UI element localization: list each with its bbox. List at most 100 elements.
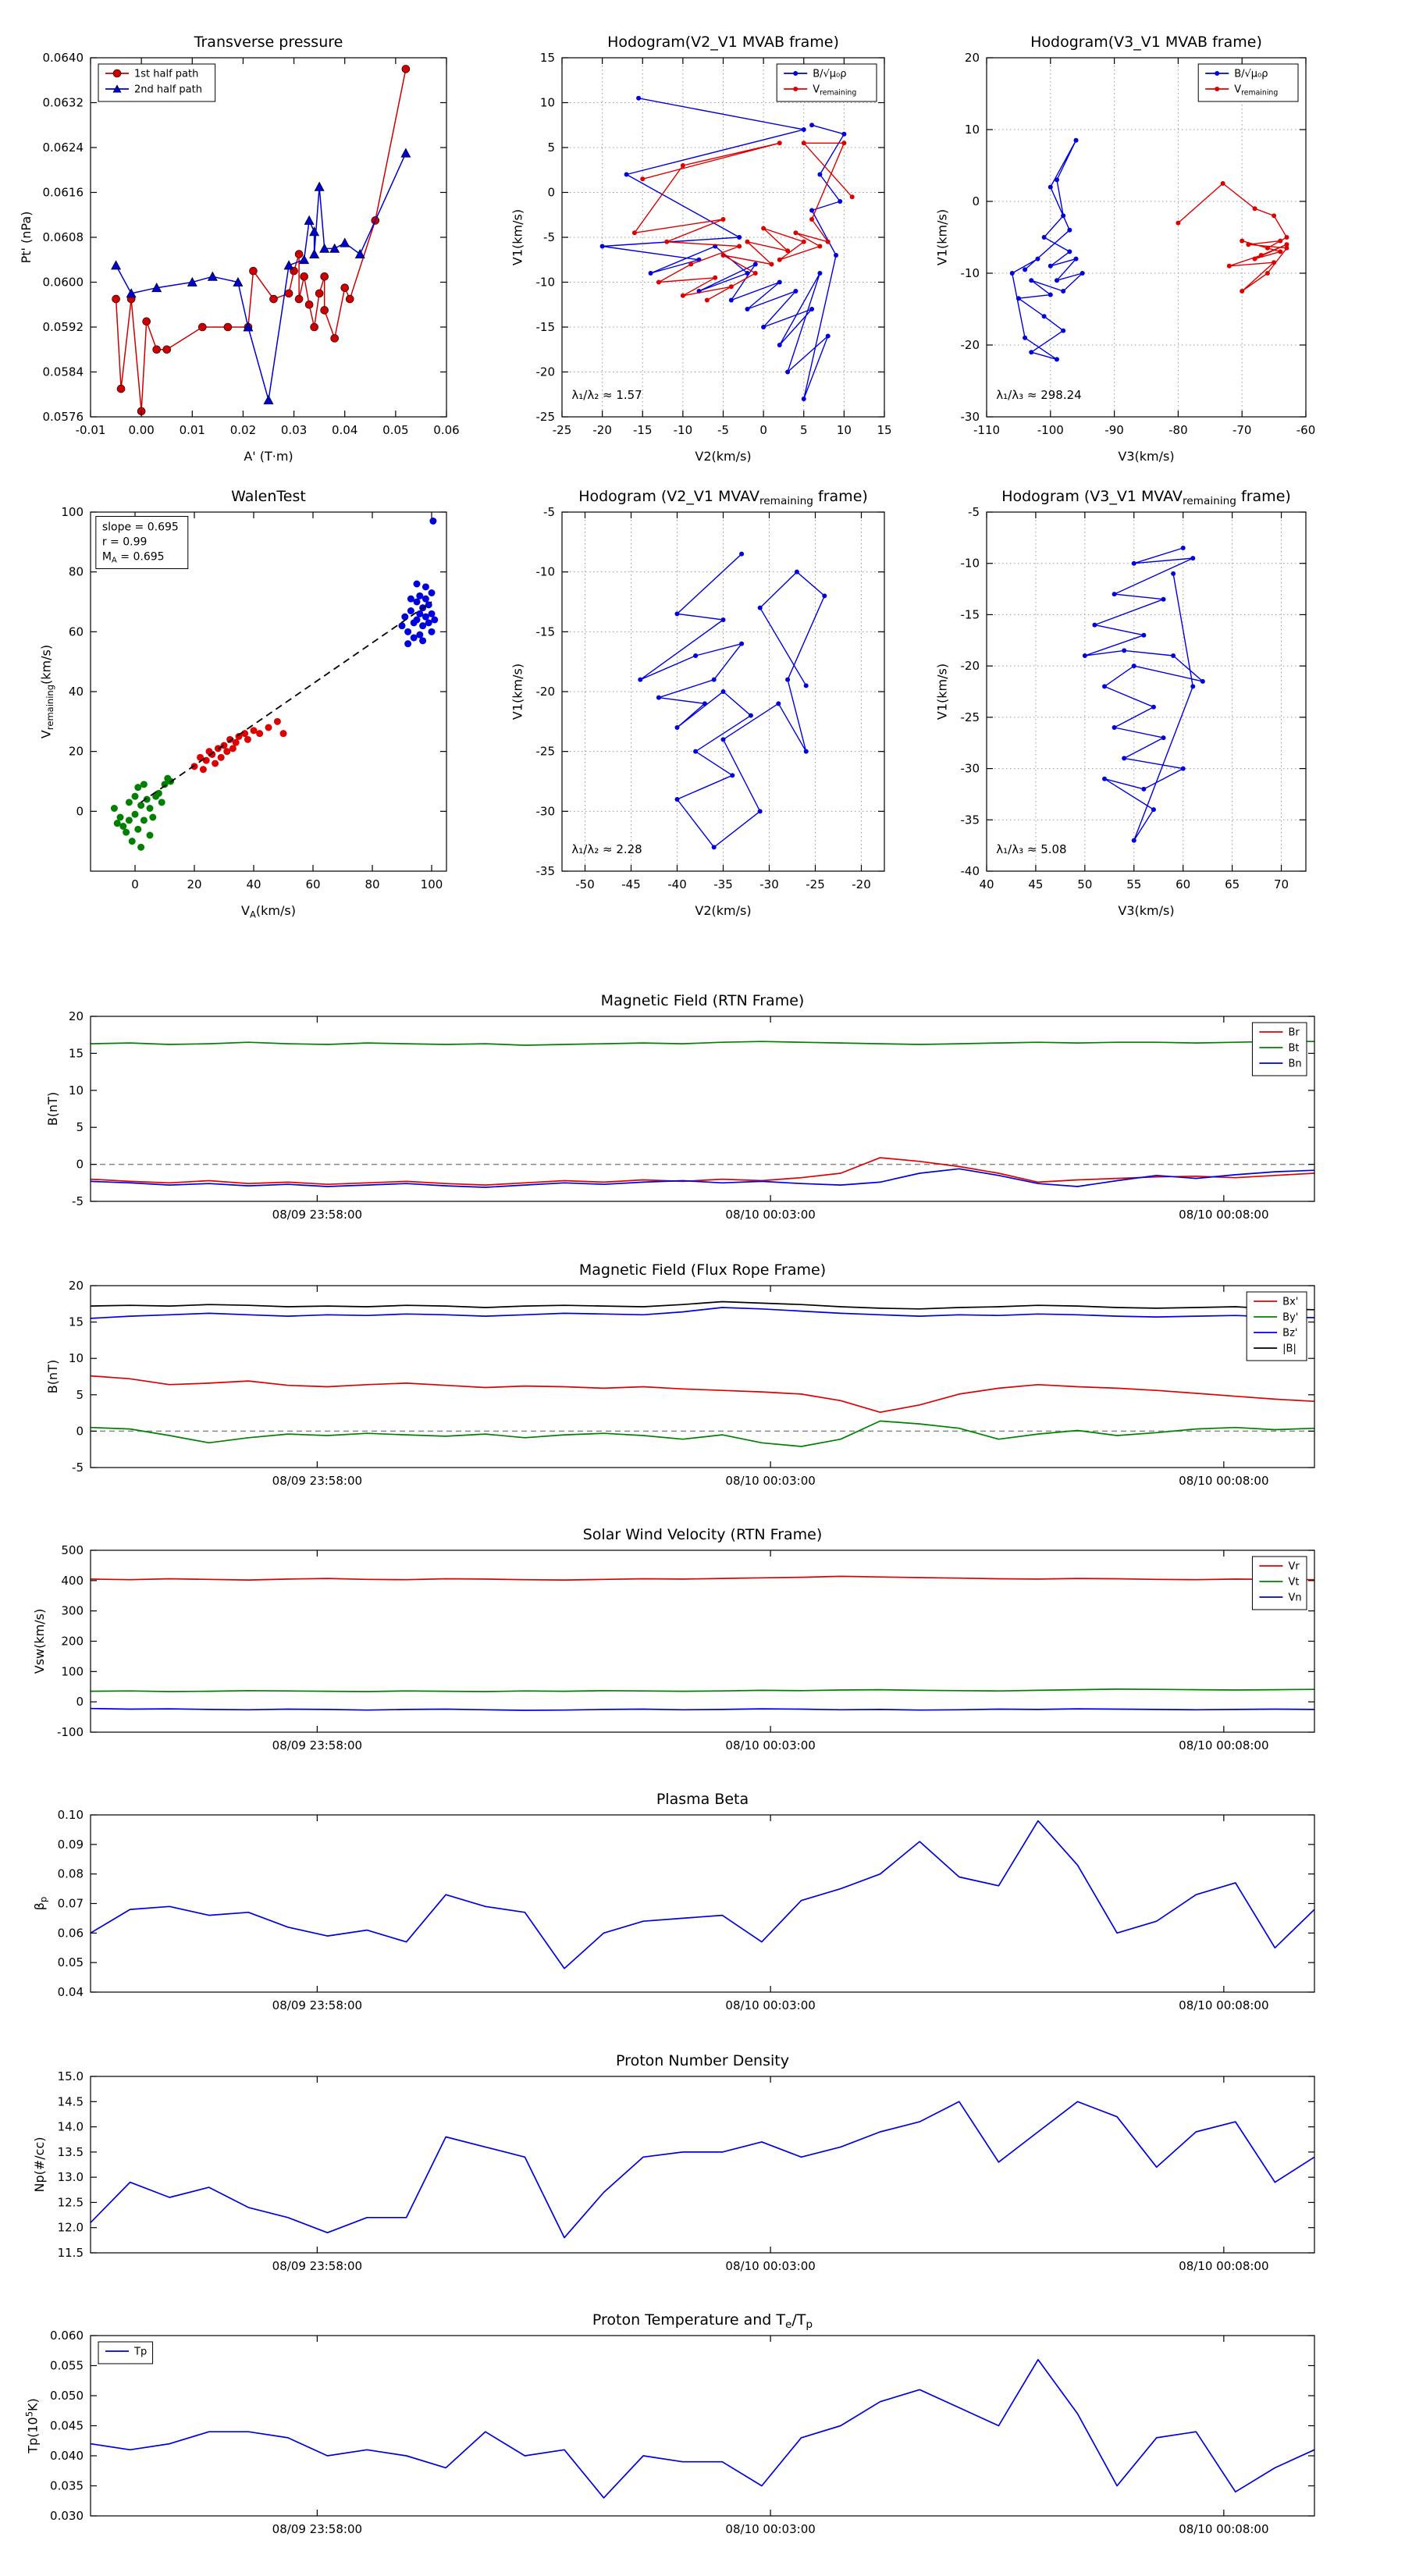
vsw-rtn-plot: 08/09 23:58:00 08/10 00:03:00 08/10 00:08:… xyxy=(32,1526,1315,1752)
svg-text:15: 15 xyxy=(69,1315,84,1329)
svg-text:Vremaining: Vremaining xyxy=(813,84,856,98)
svg-text:0: 0 xyxy=(76,1158,84,1172)
svg-text:A' (T·m): A' (T·m) xyxy=(244,449,293,464)
svg-text:0.0600: 0.0600 xyxy=(43,276,84,290)
svg-text:12.5: 12.5 xyxy=(58,2195,84,2209)
svg-text:5: 5 xyxy=(547,141,555,155)
svg-text:V2(km/s): V2(km/s) xyxy=(695,449,751,464)
svg-text:B/√μ₀ρ: B/√μ₀ρ xyxy=(1234,69,1268,80)
svg-text:08/10 00:03:00: 08/10 00:03:00 xyxy=(725,1998,815,2012)
svg-text:-35: -35 xyxy=(961,813,980,827)
svg-text:Hodogram (V3_V1 MVAVremaining: Hodogram (V3_V1 MVAVremaining frame) xyxy=(1001,488,1291,507)
svg-text:Magnetic Field (RTN Frame): Magnetic Field (RTN Frame) xyxy=(601,992,805,1009)
svg-text:65: 65 xyxy=(1225,877,1240,891)
svg-text:-25: -25 xyxy=(961,710,980,724)
svg-text:1st half path: 1st half path xyxy=(134,69,198,80)
svg-text:Np(#/cc): Np(#/cc) xyxy=(32,2137,47,2193)
svg-text:-35: -35 xyxy=(536,864,556,878)
svg-text:5: 5 xyxy=(76,1120,84,1134)
svg-text:-100: -100 xyxy=(57,1725,84,1739)
svg-text:0.0632: 0.0632 xyxy=(43,96,84,110)
svg-text:55: 55 xyxy=(1126,877,1141,891)
svg-text:0.05: 0.05 xyxy=(382,423,408,437)
svg-text:-20: -20 xyxy=(961,338,980,352)
svg-text:500: 500 xyxy=(61,1543,84,1557)
svg-text:Vr: Vr xyxy=(1288,1561,1300,1573)
svg-text:|B|: |B| xyxy=(1282,1343,1297,1355)
svg-text:V1(km/s): V1(km/s) xyxy=(510,664,525,720)
svg-text:-10: -10 xyxy=(536,276,556,290)
hodogram-v3v1-mvab-plot: -110 -100 -90 -80 -70 -60-30-20-1001020Hodogr… xyxy=(935,34,1316,464)
svg-text:0.035: 0.035 xyxy=(50,2479,84,2493)
svg-text:08/10 00:03:00: 08/10 00:03:00 xyxy=(725,2259,815,2273)
svg-text:-5: -5 xyxy=(72,1194,84,1208)
svg-text:-80: -80 xyxy=(1168,423,1188,437)
svg-text:45: 45 xyxy=(1028,877,1043,891)
svg-text:-15: -15 xyxy=(633,423,653,437)
svg-text:-5: -5 xyxy=(543,505,555,519)
svg-text:10: 10 xyxy=(69,1351,84,1365)
svg-text:V3(km/s): V3(km/s) xyxy=(1118,903,1174,918)
svg-text:08/10 00:08:00: 08/10 00:08:00 xyxy=(1179,1208,1268,1222)
svg-text:08/09 23:58:00: 08/09 23:58:00 xyxy=(272,1208,362,1222)
svg-text:14.5: 14.5 xyxy=(58,2094,84,2108)
svg-text:20: 20 xyxy=(187,877,201,891)
svg-text:200: 200 xyxy=(61,1635,84,1649)
svg-text:VA(km/s): VA(km/s) xyxy=(241,903,296,920)
svg-text:MA = 0.695: MA = 0.695 xyxy=(102,551,165,565)
svg-text:0.0616: 0.0616 xyxy=(43,186,84,200)
svg-text:0.00: 0.00 xyxy=(128,423,154,437)
hodogram-v2v1-mvav-plot: -50 -45 -40 -35 -30 -25 -20 -35 -30 -25 -20 -15 -10 -… xyxy=(510,488,885,918)
hodogram-v2v1-mvab-plot: -25 -20 -15 -10 -5 0 5 10 15 -25 -20 -15 -10 -5 0 5 10 15… xyxy=(510,34,892,464)
chart-magnetic-field-fluxrope: 08/09 23:58:00 08/10 00:03:00 08/10 00:08:… xyxy=(45,1261,1315,1488)
svg-text:-30: -30 xyxy=(536,804,556,818)
svg-text:-5: -5 xyxy=(72,1461,84,1475)
svg-text:Proton Temperature and Te/Tp: Proton Temperature and Te/Tp xyxy=(592,2311,813,2331)
svg-text:80: 80 xyxy=(69,565,84,579)
svg-text:Solar Wind Velocity (RTN Frame: Solar Wind Velocity (RTN Frame) xyxy=(583,1526,823,1543)
svg-text:08/10 00:08:00: 08/10 00:08:00 xyxy=(1179,2259,1268,2273)
svg-text:0: 0 xyxy=(972,194,980,208)
svg-text:λ₁/λ₃ ≈ 5.08: λ₁/λ₃ ≈ 5.08 xyxy=(996,842,1066,856)
svg-text:60: 60 xyxy=(1176,877,1190,891)
svg-text:-40: -40 xyxy=(961,864,980,878)
svg-text:V1(km/s): V1(km/s) xyxy=(510,209,525,265)
svg-text:0.0576: 0.0576 xyxy=(43,410,84,424)
svg-text:Bz': Bz' xyxy=(1282,1328,1297,1340)
svg-text:-15: -15 xyxy=(536,624,556,639)
chart-proton-number-density: 08/09 23:58:00 08/10 00:03:00 08/10 00:08:… xyxy=(32,2052,1315,2273)
chart-plasma-beta: 08/09 23:58:00 08/10 00:03:00 08/10 00:08:… xyxy=(32,1791,1315,2012)
svg-text:08/09 23:58:00: 08/09 23:58:00 xyxy=(272,1998,362,2012)
svg-text:08/09 23:58:00: 08/09 23:58:00 xyxy=(272,2522,362,2536)
svg-text:-30: -30 xyxy=(961,762,980,776)
svg-text:-20: -20 xyxy=(852,877,871,891)
svg-text:Vremaining: Vremaining xyxy=(1234,84,1278,98)
svg-text:Transverse pressure: Transverse pressure xyxy=(194,34,343,51)
svg-text:80: 80 xyxy=(365,877,379,891)
transverse-pressure-plot: -0.01 0.00 0.01 0.02 0.03 0.04 0.05 0.06 0.0576 0… xyxy=(19,34,460,464)
svg-text:-30: -30 xyxy=(961,410,980,424)
svg-text:-15: -15 xyxy=(536,320,556,334)
svg-text:0: 0 xyxy=(547,186,555,200)
svg-text:100: 100 xyxy=(61,1664,84,1678)
svg-text:Tp: Tp xyxy=(133,2347,147,2358)
svg-text:08/10 00:08:00: 08/10 00:08:00 xyxy=(1179,1998,1268,2012)
svg-text:Br: Br xyxy=(1288,1027,1300,1039)
svg-text:-20: -20 xyxy=(961,659,980,673)
svg-text:0.0608: 0.0608 xyxy=(43,230,84,244)
svg-text:0.07: 0.07 xyxy=(58,1897,84,1911)
svg-text:300: 300 xyxy=(61,1604,84,1618)
svg-text:13.0: 13.0 xyxy=(58,2170,84,2184)
svg-text:-10: -10 xyxy=(961,266,980,280)
svg-text:08/10 00:03:00: 08/10 00:03:00 xyxy=(725,1738,815,1752)
svg-text:400: 400 xyxy=(61,1574,84,1588)
svg-text:2nd half path: 2nd half path xyxy=(134,84,202,96)
svg-text:-110: -110 xyxy=(973,423,1000,437)
svg-text:B(nT): B(nT) xyxy=(45,1360,60,1393)
svg-text:βp: βp xyxy=(32,1897,49,1911)
svg-text:r = 0.99: r = 0.99 xyxy=(102,536,148,549)
mag-fluxrope-plot: 08/09 23:58:00 08/10 00:03:00 08/10 00:08:… xyxy=(45,1261,1315,1488)
svg-text:10: 10 xyxy=(965,123,980,137)
svg-text:By': By' xyxy=(1282,1312,1298,1324)
svg-text:100: 100 xyxy=(421,877,443,891)
